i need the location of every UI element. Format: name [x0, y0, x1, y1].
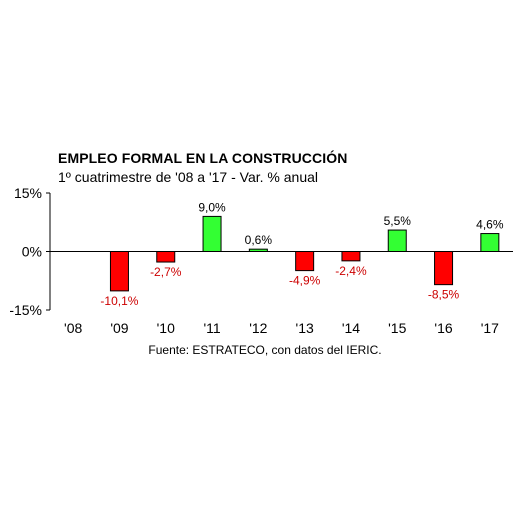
- x-tick-label: '08: [64, 320, 82, 336]
- y-tick-label: 0%: [22, 244, 42, 260]
- data-label: -2,4%: [335, 264, 367, 278]
- x-tick-label: '10: [157, 320, 175, 336]
- x-tick-label: '09: [110, 320, 128, 336]
- data-label: -4,9%: [289, 274, 321, 288]
- x-tick-label: '12: [249, 320, 267, 336]
- bar: [202, 215, 222, 252]
- data-label: -10,1%: [100, 294, 138, 308]
- bar: [295, 251, 315, 272]
- bar: [434, 251, 454, 286]
- data-label: -2,7%: [150, 265, 182, 279]
- chart-title: EMPLEO FORMAL EN LA CONSTRUCCIÓN: [58, 150, 348, 166]
- bar: [109, 251, 129, 292]
- bar: [341, 251, 361, 262]
- x-tick-label: '11: [203, 320, 220, 336]
- x-tick-label: '15: [388, 320, 406, 336]
- x-tick-label: '13: [296, 320, 314, 336]
- data-label: 5,5%: [384, 214, 412, 228]
- bar: [156, 251, 176, 263]
- x-tick-label: '16: [434, 320, 452, 336]
- bar: [387, 229, 407, 253]
- data-label: -8,5%: [428, 288, 460, 302]
- chart-subtitle: 1º cuatrimestre de '08 a '17 - Var. % an…: [58, 169, 319, 185]
- y-tick-label: 15%: [14, 185, 42, 201]
- x-tick-label: '14: [342, 320, 360, 336]
- chart-source: Fuente: ESTRATECO, con datos del IERIC.: [148, 343, 382, 357]
- data-label: 0,6%: [245, 233, 273, 247]
- data-label: 9,0%: [198, 200, 226, 214]
- bar: [480, 233, 500, 252]
- x-tick-label: '17: [481, 320, 499, 336]
- y-tick-label: -15%: [9, 302, 42, 318]
- data-label: 4,6%: [476, 218, 504, 232]
- bar: [248, 248, 268, 253]
